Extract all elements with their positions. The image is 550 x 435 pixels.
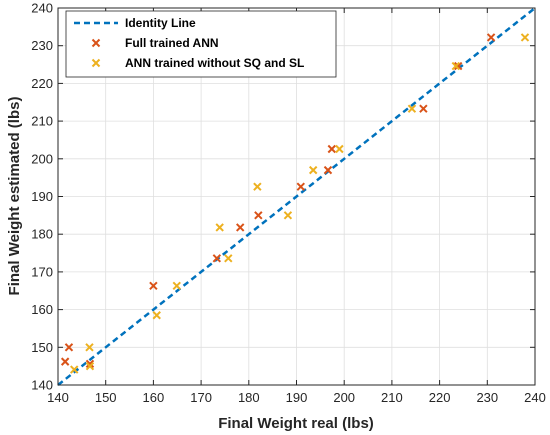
legend-partial-trained-label: ANN trained without SQ and SL [125, 56, 304, 70]
axis-ticks: 140 150 160 170 180 190 200 210 220 230 240 140 150 1… [31, 1, 546, 406]
full-trained-point [419, 104, 428, 113]
full-trained-point [60, 357, 70, 366]
partial-trained-point [85, 343, 94, 352]
partial-trained-point [407, 104, 417, 113]
identity-line [57, 7, 536, 386]
x-tick-label: 210 [381, 390, 403, 405]
partial-trained-point [283, 211, 293, 220]
x-tick-label: 230 [476, 390, 498, 405]
y-tick-label: 150 [31, 340, 53, 355]
full-trained-point [327, 144, 337, 154]
full-trained-point [212, 254, 222, 263]
partial-trained-point [451, 61, 461, 71]
legend-full-trained-marker [91, 38, 101, 48]
partial-trained-point [70, 365, 79, 374]
full-trained-point [85, 359, 95, 369]
partial-trained-point [335, 144, 344, 154]
y-tick-label: 200 [31, 151, 53, 166]
x-tick-label: 150 [95, 390, 117, 405]
x-tick-label: 240 [524, 390, 546, 405]
full-trained-point [236, 223, 245, 232]
full-trained-point [486, 33, 496, 42]
x-tick-label: 170 [190, 390, 212, 405]
partial-trained-point [308, 165, 318, 175]
legend-identity-line-label: Identity Line [125, 16, 196, 30]
x-tick-label: 160 [143, 390, 165, 405]
y-tick-label: 220 [31, 76, 53, 91]
partial-trained-point [172, 281, 181, 291]
legend: Identity Line Full trained ANN ANN train… [65, 10, 337, 78]
partial-trained-point [520, 33, 530, 42]
full-trained-point [64, 343, 74, 352]
full-trained-point [323, 165, 333, 175]
y-tick-label: 210 [31, 114, 53, 129]
partial-trained-point [253, 182, 262, 191]
partial-trained-point [215, 223, 224, 232]
x-tick-label: 200 [333, 390, 355, 405]
full-trained-point [296, 182, 306, 191]
partial-trained-point [224, 254, 233, 263]
x-axis-label: Final Weight real (lbs) [218, 415, 374, 432]
partial-trained-point [85, 361, 95, 371]
y-tick-label: 230 [31, 38, 53, 53]
x-tick-label: 180 [238, 390, 260, 405]
y-tick-label: 190 [31, 189, 53, 204]
full-trained-point [453, 61, 463, 71]
data-series [57, 7, 536, 386]
x-tick-label: 140 [47, 390, 69, 405]
full-trained-point [149, 281, 158, 291]
legend-full-trained-label: Full trained ANN [125, 36, 219, 50]
x-tick-label: 190 [286, 390, 308, 405]
partial-trained-point [152, 311, 161, 320]
y-tick-label: 240 [31, 1, 53, 16]
legend-box [65, 10, 337, 78]
legend-partial-trained-marker [91, 58, 101, 68]
full-trained-point [254, 211, 263, 220]
y-tick-label: 180 [31, 227, 53, 242]
x-tick-label: 220 [429, 390, 451, 405]
y-tick-label: 170 [31, 264, 53, 279]
y-tick-label: 160 [31, 302, 53, 317]
y-axis-label: Final Weight estimated (lbs) [6, 97, 23, 296]
y-tick-label: 140 [31, 378, 53, 393]
